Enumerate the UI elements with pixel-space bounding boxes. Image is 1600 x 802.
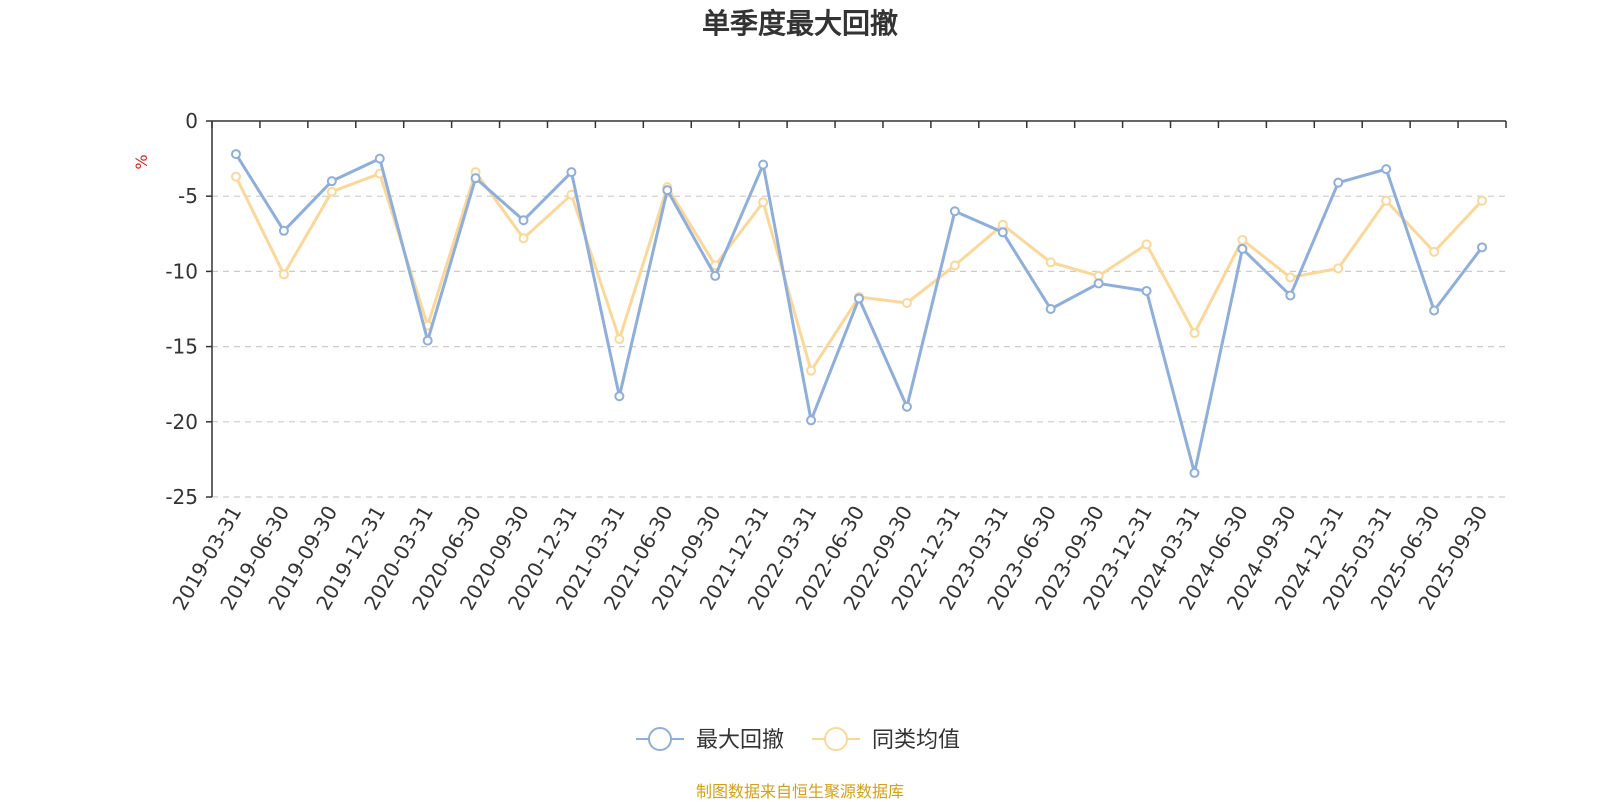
data-point (1429, 246, 1440, 257)
x-axis-ticks: 2019-03-312019-06-302019-09-302019-12-31… (167, 121, 1507, 614)
data-point (1333, 177, 1344, 188)
source-note: 制图数据来自恒生聚源数据库 (695, 782, 904, 801)
legend: 最大回撤 同类均值 (636, 727, 960, 753)
data-point (614, 334, 625, 345)
y-tick-label: -10 (165, 259, 198, 283)
series-layer (230, 149, 1488, 478)
data-point (997, 227, 1008, 238)
data-point (1429, 305, 1440, 316)
legend-label: 最大回撤 (696, 728, 784, 753)
data-point (1285, 272, 1296, 283)
data-point (901, 401, 912, 412)
data-point (1189, 467, 1200, 478)
data-point (949, 260, 960, 271)
data-point (1381, 164, 1392, 175)
data-point (758, 197, 769, 208)
data-point (901, 297, 912, 308)
legend-marker (648, 727, 672, 751)
data-point (518, 215, 529, 226)
legend-item-2: 同类均值 (812, 727, 960, 753)
y-tick-label: -25 (165, 485, 198, 509)
data-point (278, 225, 289, 236)
legend-item-1: 最大回撤 (636, 727, 784, 753)
data-point (470, 173, 481, 184)
data-point (1237, 234, 1248, 245)
data-point (806, 365, 817, 376)
data-point (278, 269, 289, 280)
data-point (758, 159, 769, 170)
y-axis-unit-label: % (132, 154, 151, 169)
y-axis-ticks: 0 -5 -10 -15 -20 -25 (165, 109, 212, 509)
data-point (1093, 278, 1104, 289)
data-point (1477, 195, 1488, 206)
grid-lines (212, 195, 1506, 498)
data-point (1477, 242, 1488, 253)
series-1 (230, 149, 1488, 478)
data-point (949, 206, 960, 217)
chart-title: 单季度最大回撤 (701, 7, 898, 40)
axes (211, 120, 1506, 497)
data-point (662, 185, 673, 196)
data-point (854, 293, 864, 304)
data-point (1045, 257, 1056, 268)
data-point (422, 335, 433, 346)
data-point (614, 391, 625, 402)
legend-label: 同类均值 (872, 728, 960, 753)
y-tick-label: 0 (185, 109, 198, 133)
data-point (326, 186, 337, 197)
data-point (1285, 290, 1296, 301)
data-point (710, 270, 721, 281)
data-point (1333, 263, 1344, 274)
legend-marker (824, 727, 848, 751)
data-point (1141, 239, 1152, 250)
data-point (566, 167, 577, 178)
data-point (1381, 195, 1392, 206)
data-point (374, 153, 385, 164)
y-tick-label: -20 (165, 410, 198, 434)
data-point (1141, 285, 1152, 296)
data-point (326, 176, 337, 187)
data-point (1045, 304, 1056, 314)
data-point (1237, 243, 1248, 254)
y-tick-label: -5 (178, 184, 198, 208)
data-point (230, 149, 241, 160)
data-point (518, 233, 529, 244)
data-point (806, 415, 817, 426)
data-point (1189, 328, 1200, 339)
y-tick-label: -15 (165, 335, 198, 359)
series-2 (230, 167, 1488, 376)
data-point (230, 171, 241, 182)
